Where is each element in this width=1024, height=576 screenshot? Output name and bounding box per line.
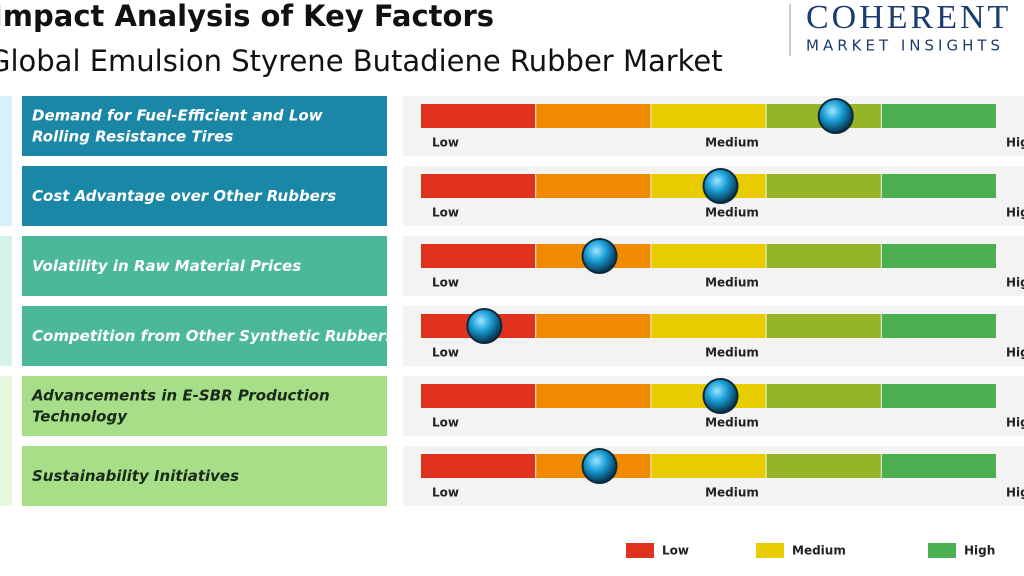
- gauge-segment: [651, 314, 766, 338]
- gauge-segment: [651, 104, 766, 128]
- gauge-label: Low: [432, 136, 459, 150]
- factor-label: Competition from Other Synthetic Rubbers: [32, 327, 394, 345]
- impact-knob: [702, 378, 739, 414]
- gauge-segment: [881, 104, 996, 128]
- gauge-segment: [766, 384, 881, 408]
- factor-box: [22, 96, 387, 156]
- gauge-label: Low: [432, 206, 459, 220]
- gauge-label: Medium: [705, 136, 759, 150]
- gauge-label: High: [1006, 206, 1024, 220]
- gauge-segment: [536, 314, 651, 338]
- impact-knob: [581, 448, 618, 484]
- legend-label: Medium: [792, 544, 846, 558]
- title: Impact Analysis of Key Factors: [0, 0, 494, 33]
- legend-label: Low: [662, 544, 689, 558]
- legend-swatch: [928, 543, 956, 558]
- gauge-segment: [766, 314, 881, 338]
- subtitle: Global Emulsion Styrene Butadiene Rubber…: [0, 44, 723, 78]
- gauge-segment: [766, 454, 881, 478]
- gauge-segment: [881, 454, 996, 478]
- factor-box: [22, 166, 387, 226]
- logo-tagline: MARKET INSIGHTS: [806, 37, 1004, 55]
- legend-swatch: [756, 543, 784, 558]
- factor-label: Advancements in E-SBR Production Technolo…: [31, 386, 330, 425]
- gauge-segment: [881, 174, 996, 198]
- gauge-label: Low: [432, 416, 459, 430]
- gauge-label: Low: [432, 486, 459, 500]
- impact-knob: [817, 98, 854, 134]
- gauge-label: Medium: [705, 276, 759, 290]
- gauge-segment: [651, 244, 766, 268]
- gauge-label: High: [1006, 346, 1024, 360]
- gauge-segment: [421, 454, 536, 478]
- gauge-label: High: [1006, 416, 1024, 430]
- gauge-segment: [421, 384, 536, 408]
- impact-knob: [702, 168, 739, 204]
- group-strip: [0, 96, 12, 226]
- factor-box: [22, 376, 387, 436]
- factor-box: [22, 236, 387, 296]
- legend-swatch: [626, 543, 654, 558]
- gauge-segment: [881, 384, 996, 408]
- factor-label: Sustainability Initiatives: [32, 467, 239, 485]
- impact-knob: [581, 238, 618, 274]
- gauge-segment: [536, 384, 651, 408]
- gauge-label: Medium: [705, 346, 759, 360]
- gauge-label: High: [1006, 276, 1024, 290]
- gauge-label: Medium: [705, 416, 759, 430]
- gauge-label: High: [1006, 486, 1024, 500]
- gauge-segment: [536, 104, 651, 128]
- factor-label: Demand for Fuel-Efficient and Low Rolling…: [32, 106, 323, 145]
- gauge-segment: [881, 314, 996, 338]
- gauge-label: Low: [432, 346, 459, 360]
- factor-box: [22, 446, 387, 506]
- gauge-label: Medium: [705, 486, 759, 500]
- factor-label: Volatility in Raw Material Prices: [32, 257, 301, 275]
- group-strip: [0, 236, 12, 366]
- gauge-segment: [881, 244, 996, 268]
- gauge-segment: [766, 174, 881, 198]
- factor-label: Cost Advantage over Other Rubbers: [32, 187, 336, 205]
- legend-label: High: [964, 544, 995, 558]
- gauge-segment: [651, 454, 766, 478]
- logo-name: COHERENT: [806, 0, 1011, 36]
- gauge-label: Low: [432, 276, 459, 290]
- gauge-segment: [421, 174, 536, 198]
- gauge-segment: [766, 244, 881, 268]
- factor-box: [22, 306, 387, 366]
- gauge-label: Medium: [705, 206, 759, 220]
- gauge-segment: [421, 244, 536, 268]
- group-strip: [0, 376, 12, 506]
- gauge-segment: [536, 174, 651, 198]
- impact-knob: [466, 308, 503, 344]
- gauge-segment: [421, 104, 536, 128]
- gauge-label: High: [1006, 136, 1024, 150]
